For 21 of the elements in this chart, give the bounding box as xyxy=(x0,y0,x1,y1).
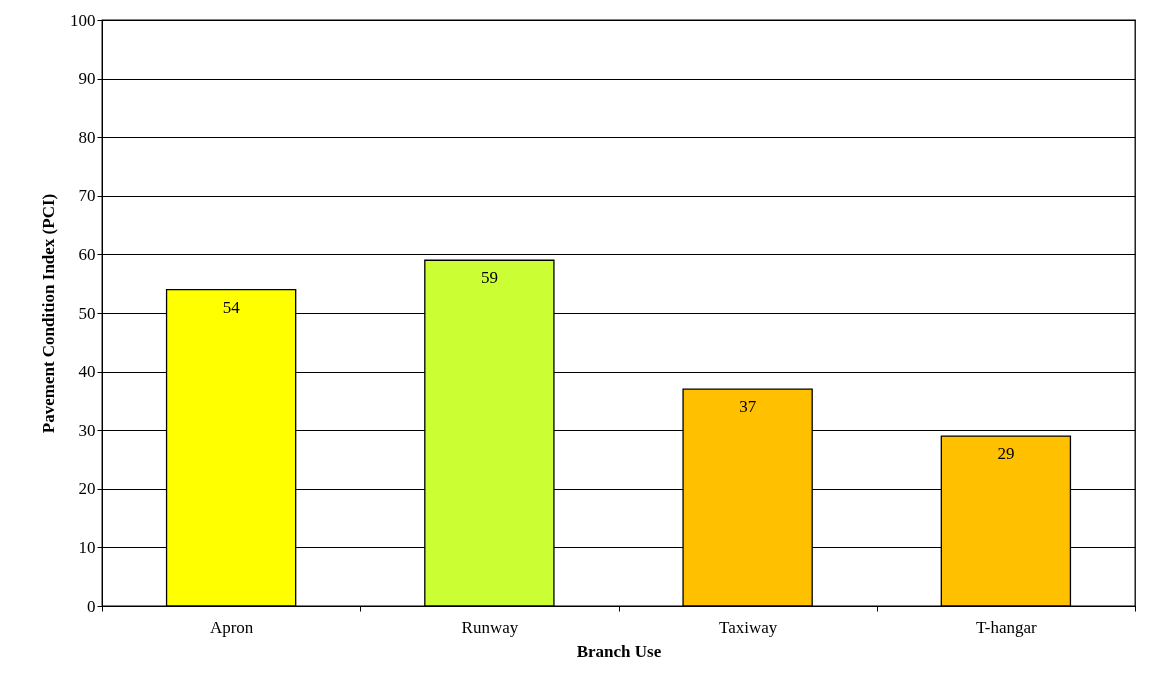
y-tick-label: 10 xyxy=(78,537,96,557)
data-label: 29 xyxy=(997,444,1015,464)
y-tick-label: 20 xyxy=(78,479,96,499)
x-tick-label: Apron xyxy=(209,617,254,637)
y-tick-label: 0 xyxy=(87,596,96,616)
x-tick-label: Taxiway xyxy=(718,617,778,637)
data-label: 59 xyxy=(480,268,498,288)
x-tick-label: T-hangar xyxy=(976,617,1038,637)
data-label: 54 xyxy=(222,297,241,317)
y-tick-label: 40 xyxy=(78,362,96,382)
y-tick-label: 90 xyxy=(78,69,96,89)
x-tick-label: Runway xyxy=(461,617,519,637)
data-label: 37 xyxy=(739,397,757,417)
x-axis-title: Branch Use xyxy=(576,641,662,661)
y-tick-label: 30 xyxy=(78,420,96,440)
y-tick-label: 80 xyxy=(78,127,96,147)
y-tick-label: 50 xyxy=(78,303,96,323)
y-tick-label: 70 xyxy=(78,186,96,206)
y-tick-label: 60 xyxy=(78,244,96,264)
y-axis-title: Pavement Condition Index (PCI) xyxy=(39,193,58,434)
y-tick-label: 100 xyxy=(70,10,96,30)
